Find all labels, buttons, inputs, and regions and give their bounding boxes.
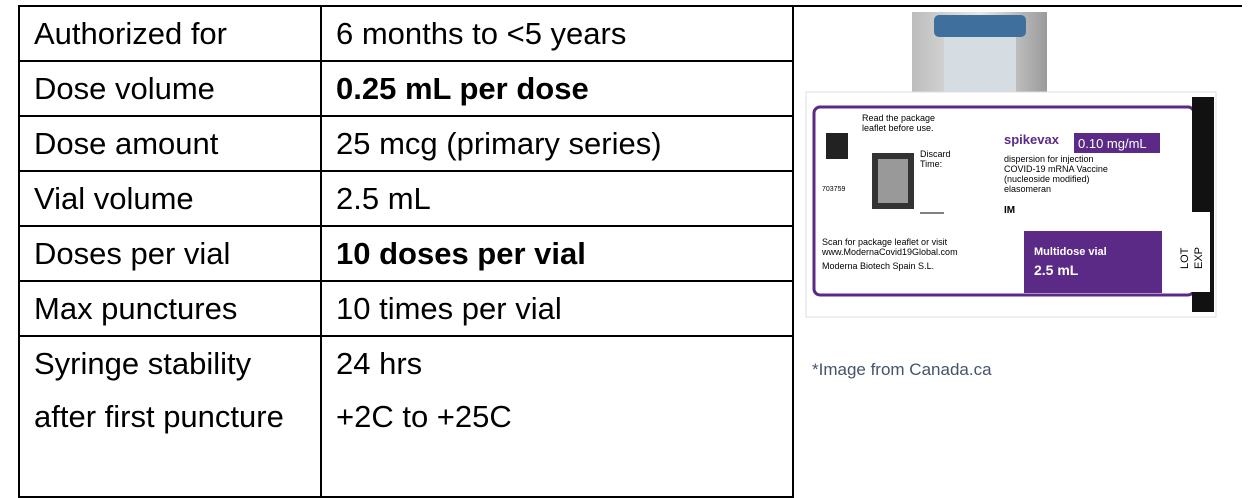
datamatrix [826,133,848,159]
value-line: +2C to +25C [336,390,792,443]
label-text: Scan for package leaflet or visit [822,237,948,247]
label-text: LOT [1179,247,1191,269]
vial-image: Read the package leaflet before use. Dis… [794,7,1242,487]
value-line: 24 hrs [336,337,792,390]
strength: 0.10 mg/mL [1078,136,1147,151]
cell-value: 24 hrs +2C to +25C [321,336,793,497]
cell-key: Authorized for [19,6,321,61]
cell-value: 6 months to <5 years [321,6,793,61]
info-table: Authorized for 6 months to <5 years Read… [18,5,1242,498]
cell-value: 25 mcg (primary series) [321,116,793,171]
label-text: Read the package [862,113,935,123]
cell-value: 0.25 mL per dose [321,61,793,116]
cell-value: 2.5 mL [321,171,793,226]
label-text: EXP [1193,247,1205,269]
qr-pattern [878,159,908,203]
cell-key: Doses per vial [19,226,321,281]
brand: spikevax [1004,132,1060,147]
label-text: Moderna Biotech Spain S.L. [822,261,934,271]
caption: *Image from Canada.ca [812,343,992,396]
label-text: Time: [920,159,942,169]
label-text: 703759 [822,186,845,193]
cell-key: Syringe stability after first puncture [19,336,321,497]
label-text: elasomeran [1004,184,1051,194]
image-cell: Read the package leaflet before use. Dis… [793,6,1242,497]
cell-key: Dose amount [19,116,321,171]
cell-value: 10 times per vial [321,281,793,336]
label-text: IM [1004,205,1015,216]
label-text: COVID-19 mRNA Vaccine [1004,164,1108,174]
label-text: 2.5 mL [1034,262,1079,278]
vial-glass [944,37,1016,92]
label-text: Discard [920,149,951,159]
label-text: Multidose vial [1034,246,1107,258]
row: Authorized for 6 months to <5 years Read… [19,6,1242,61]
label-text: www.ModernaCovid19Global.com [821,247,958,257]
vial-cap [934,15,1026,37]
label-text: (nucleoside modified) [1004,174,1090,184]
label-text: leaflet before use. [862,123,934,133]
cell-key: Vial volume [19,171,321,226]
cell-key: Max punctures [19,281,321,336]
cell-value: 10 doses per vial [321,226,793,281]
page: Authorized for 6 months to <5 years Read… [0,0,1252,487]
label-text: dispersion for injection [1004,154,1094,164]
cell-key: Dose volume [19,61,321,116]
